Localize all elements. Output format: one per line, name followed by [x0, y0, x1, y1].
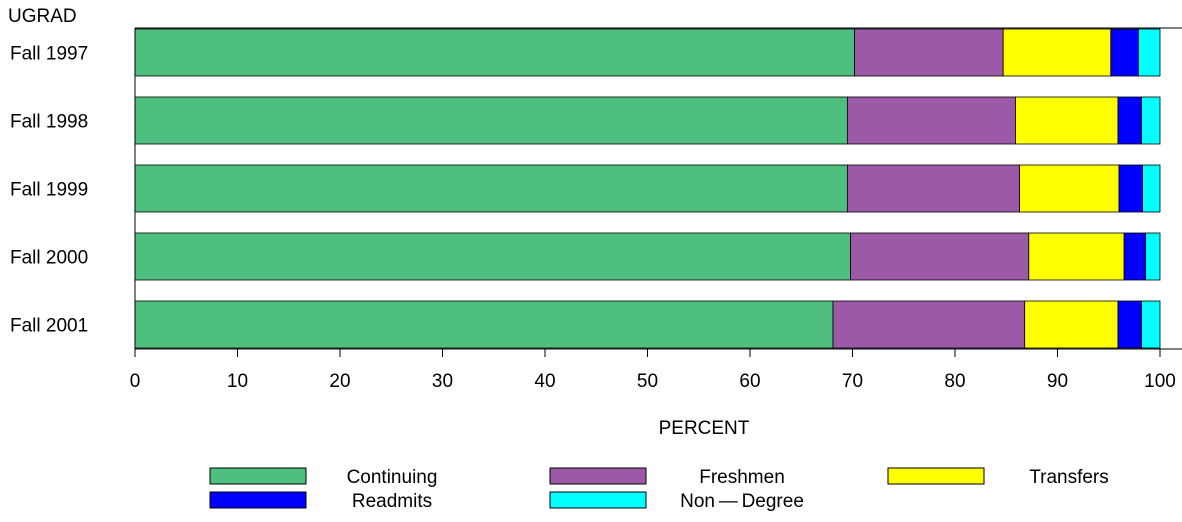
legend-label: Transfers — [1029, 467, 1109, 488]
legend-swatch — [209, 467, 307, 485]
category-label: Fall 1997 — [10, 44, 88, 65]
category-labels: Fall 1997 Fall 1998 Fall 1999 Fall 2000 Fall… — [10, 44, 88, 337]
bar-segment-3-row-3 — [1019, 164, 1120, 213]
legend-swatch — [887, 467, 985, 485]
legend-label: Freshmen — [699, 467, 785, 488]
bar-segment-4-row-3 — [1118, 164, 1143, 213]
category-label: Fall 1999 — [10, 180, 88, 201]
bar-segment-1-row-3 — [134, 164, 848, 213]
bar-segment-5-row-1 — [1138, 28, 1161, 77]
bars-group — [134, 28, 1161, 349]
x-tick-label: 90 — [1047, 371, 1068, 392]
legend-label: Non — Degree — [680, 491, 804, 512]
bar-segment-1-row-4 — [134, 232, 851, 281]
x-axis-title: PERCENT — [659, 418, 750, 439]
bar-segment-4-row-4 — [1123, 232, 1147, 281]
bar-segment-5-row-4 — [1145, 232, 1161, 281]
bar-segment-4-row-1 — [1110, 28, 1139, 77]
x-tick-label: 40 — [534, 371, 555, 392]
x-tick-label: 30 — [432, 371, 453, 392]
bar-segment-2-row-2 — [846, 96, 1016, 145]
legend-label: Continuing — [347, 467, 438, 488]
bar-segment-3-row-2 — [1015, 96, 1119, 145]
x-tick-label: 10 — [227, 371, 248, 392]
bar-segment-4-row-2 — [1117, 96, 1142, 145]
bar-segment-5-row-3 — [1142, 164, 1161, 213]
legend-label: Readmits — [352, 491, 432, 512]
x-tick-label: 100 — [1144, 371, 1176, 392]
x-axis: 0 10 20 30 40 50 60 70 80 90 100 — [130, 27, 1182, 392]
category-label: Fall 2000 — [10, 248, 88, 269]
x-tick-label: 20 — [329, 371, 350, 392]
legend-swatch — [209, 491, 307, 509]
bar-segment-3-row-1 — [1002, 28, 1112, 77]
x-tick-label: 0 — [130, 371, 141, 392]
legend-swatch — [549, 491, 647, 509]
bar-segment-1-row-1 — [134, 28, 855, 77]
bar-segment-4-row-5 — [1117, 300, 1142, 349]
x-tick-label: 80 — [944, 371, 965, 392]
bar-segment-2-row-4 — [850, 232, 1030, 281]
x-tick-label: 70 — [842, 371, 863, 392]
bar-segment-2-row-5 — [832, 300, 1026, 349]
bar-segment-2-row-3 — [846, 164, 1020, 213]
bar-segment-5-row-5 — [1141, 300, 1161, 349]
corner-label: UGRAD — [8, 6, 77, 27]
x-tick-label: 60 — [739, 371, 760, 392]
category-label: Fall 2001 — [10, 316, 88, 337]
bar-segment-1-row-5 — [134, 300, 834, 349]
bar-segment-2-row-1 — [854, 28, 1004, 77]
category-label: Fall 1998 — [10, 112, 88, 133]
legend: Continuing Freshmen Transfers Readmits Non —… — [209, 467, 1109, 512]
bar-segment-5-row-2 — [1141, 96, 1161, 145]
bar-segment-1-row-2 — [134, 96, 848, 145]
legend-swatch — [549, 467, 647, 485]
x-tick-label: 50 — [637, 371, 658, 392]
bar-segment-3-row-5 — [1024, 300, 1119, 349]
bar-segment-3-row-4 — [1028, 232, 1125, 281]
